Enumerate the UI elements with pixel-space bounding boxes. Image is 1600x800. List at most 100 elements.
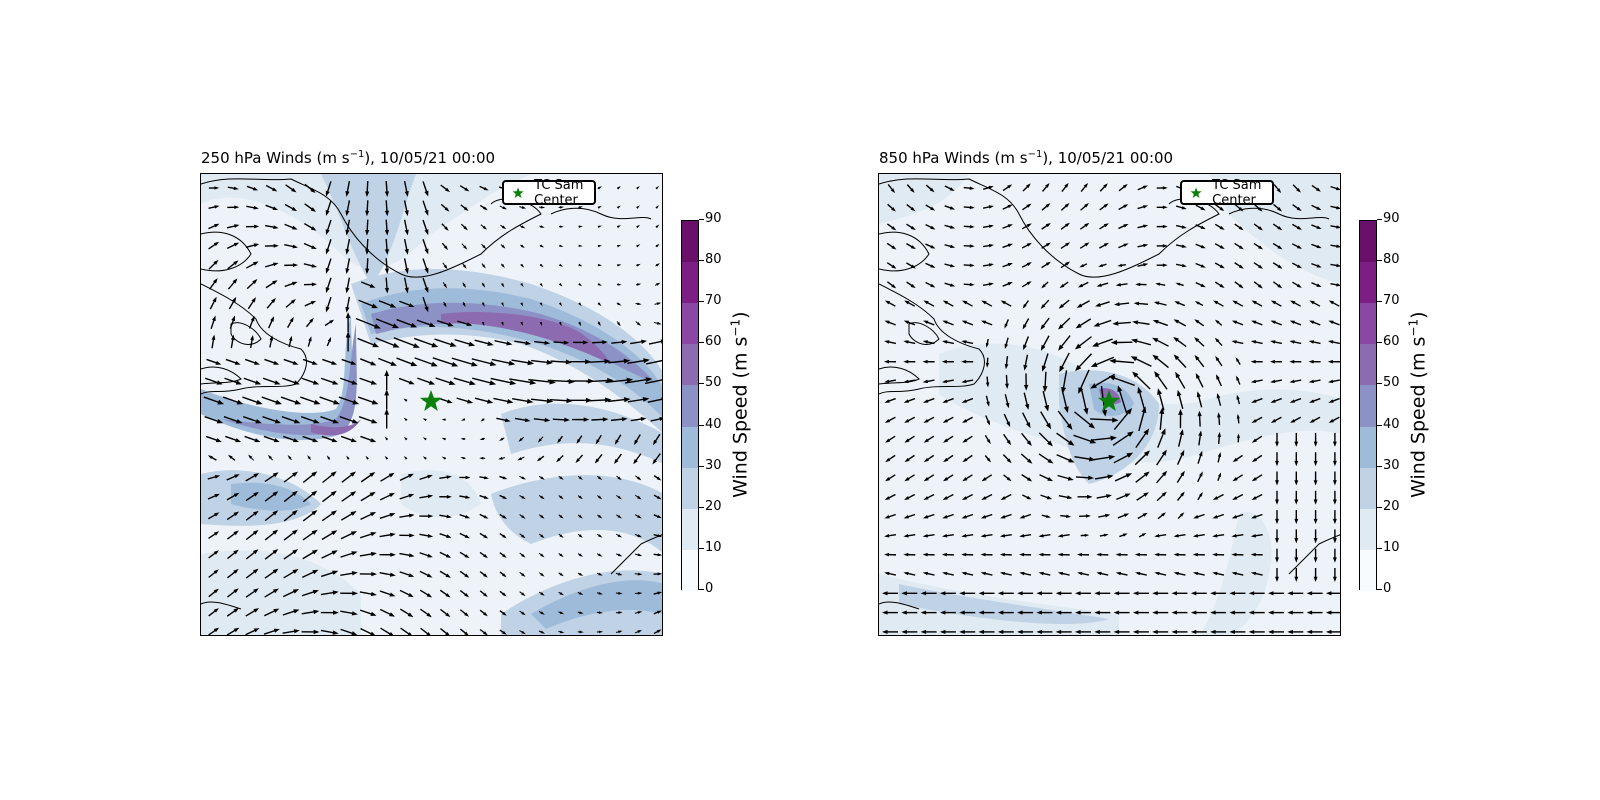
wind-arrow-head: [961, 320, 967, 325]
wind-arrow-head: [961, 379, 967, 384]
wind-arrow-head: [1200, 283, 1206, 288]
wind-arrow-head: [1141, 532, 1147, 537]
wind-arrow-head: [273, 628, 280, 633]
wind-arrow-head: [1309, 418, 1315, 423]
wind-arrow-head: [252, 279, 258, 285]
wind-arrow-head: [1294, 538, 1299, 544]
wind-arrow-head: [351, 380, 358, 385]
wind-arrow-head: [1042, 385, 1048, 393]
wind-arrow-head: [253, 588, 259, 594]
wind-arrow-head: [1200, 225, 1206, 230]
wind-arrow-head: [558, 302, 563, 307]
wind-arrow-head: [1135, 571, 1141, 576]
wind-arrow-head: [578, 495, 583, 500]
wind-arrow-head: [1309, 399, 1315, 403]
map-250hpa[interactable]: [200, 173, 663, 636]
wind-arrow-head: [427, 474, 433, 479]
colorbar-tick-label: 40: [1377, 416, 1400, 432]
wind-arrow-head: [626, 377, 634, 383]
wind-arrow-head: [1103, 223, 1109, 228]
wind-arrow-head: [949, 283, 956, 287]
wind-arrow-head: [633, 439, 639, 446]
wind-arrow-head: [999, 552, 1005, 557]
wind-arrow-head: [1007, 262, 1013, 267]
wind-arrow-head: [1180, 449, 1185, 456]
wind-arrow-head: [1094, 629, 1100, 634]
wind-arrow-head: [930, 245, 936, 249]
wind-arrow-head: [901, 629, 907, 634]
wind-arrow-head: [1038, 552, 1044, 557]
wind-arrow-head: [904, 457, 910, 463]
wind-arrow-head: [939, 629, 946, 634]
wind-arrow-head: [233, 588, 239, 594]
wind-arrow-head: [885, 457, 891, 463]
wind-arrow-shaft: [1113, 409, 1132, 431]
wind-arrow-head: [313, 399, 321, 405]
wind-arrow-head: [384, 268, 390, 275]
map-850hpa[interactable]: [878, 173, 1341, 636]
colorbar-segment: [682, 508, 698, 550]
wind-arrow-head: [292, 549, 299, 555]
wind-arrow-head: [1084, 242, 1090, 247]
wind-arrow-head: [1055, 591, 1062, 596]
wind-arrow-head: [939, 610, 946, 615]
wind-arrow-head: [1085, 514, 1091, 518]
wind-arrow-head: [521, 225, 526, 229]
wind-arrow-head: [1114, 302, 1120, 307]
wind-arrow-head: [559, 572, 564, 577]
wind-arrow-shaft: [1090, 418, 1117, 421]
wind-arrow-head: [250, 315, 255, 322]
wind-arrow-head: [941, 552, 947, 557]
wind-arrow-head: [598, 476, 603, 481]
wind-arrow-head: [985, 362, 990, 368]
wind-arrow-head: [1155, 282, 1161, 286]
wind-arrow-head: [291, 187, 297, 193]
wind-arrow-head: [403, 398, 408, 402]
wind-arrow-head: [1296, 225, 1302, 230]
wind-arrow-head: [275, 399, 282, 405]
legend-label: TC Sam Center: [1212, 177, 1262, 208]
wind-arrow-head: [904, 300, 910, 305]
wind-arrow-head: [988, 185, 994, 190]
wind-arrow-head: [255, 380, 262, 385]
wind-arrow-head: [1251, 399, 1257, 403]
wind-arrow-head: [1067, 440, 1075, 446]
wind-arrow-head: [1296, 264, 1303, 269]
colorbar-segment: [682, 221, 698, 263]
storm-center-star-icon[interactable]: [1097, 389, 1121, 413]
wind-arrow-head: [1296, 283, 1302, 288]
wind-arrow-head: [559, 244, 564, 247]
wind-arrow-head: [540, 476, 545, 480]
wind-arrow-head: [922, 533, 928, 538]
wind-arrow-head: [483, 612, 488, 617]
wind-arrow-head: [330, 490, 337, 497]
wind-arrow-head: [407, 592, 414, 598]
wind-arrow-head: [483, 495, 489, 499]
colorbar: [1359, 220, 1377, 591]
wind-arrow-head: [345, 287, 350, 294]
wind-arrow-head: [479, 437, 485, 440]
wind-arrow-head: [1287, 591, 1293, 596]
wind-arrow-head: [508, 360, 516, 366]
wind-arrow-head: [1212, 552, 1218, 557]
wind-arrow-head: [1181, 206, 1187, 210]
wind-arrow-head: [483, 573, 488, 578]
wind-arrow-head: [274, 418, 282, 424]
wind-arrow-head: [1277, 264, 1283, 269]
wind-arrow-head: [1232, 300, 1238, 305]
wind-arrow-head: [1315, 187, 1321, 192]
wind-arrow-head: [498, 456, 503, 460]
wind-arrow-head: [487, 341, 494, 346]
wind-arrow-head: [961, 533, 967, 538]
wind-arrow-head: [1143, 471, 1150, 477]
wind-arrow-head: [1161, 470, 1168, 477]
wind-arrow-head: [313, 609, 320, 615]
wind-arrow-head: [1134, 552, 1140, 557]
wind-arrow-head: [922, 571, 929, 576]
wind-arrow-head: [1084, 533, 1090, 537]
wind-arrow-head: [408, 553, 415, 558]
storm-center-star-icon[interactable]: [419, 389, 443, 413]
wind-arrow-head: [1123, 513, 1130, 518]
colorbar-segment: [1360, 385, 1376, 427]
wind-arrow-head: [1313, 499, 1318, 505]
